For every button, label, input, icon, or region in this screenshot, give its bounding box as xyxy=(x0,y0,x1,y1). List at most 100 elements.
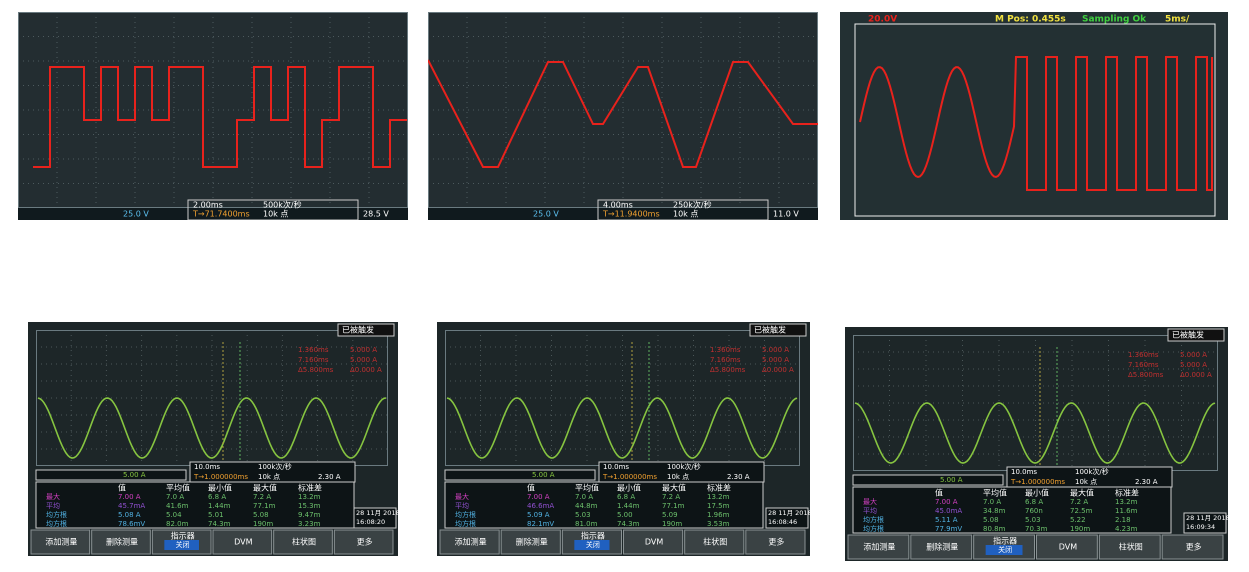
table-cell: 46.6mA xyxy=(527,502,554,510)
trigger-position: T→1.000000ms xyxy=(602,473,657,481)
table-cell: 17.5m xyxy=(707,502,730,510)
table-cell: 15.3m xyxy=(298,502,321,510)
menu-button[interactable] xyxy=(273,529,333,555)
menu-button[interactable] xyxy=(910,534,973,560)
cursor-time: 7.160ms xyxy=(1128,361,1159,369)
time: 16:08:20 xyxy=(356,518,385,526)
state-badge xyxy=(164,540,199,550)
menu-button[interactable] xyxy=(439,529,500,555)
menu-button-label: 添加测量 xyxy=(45,537,77,547)
table-cell: 11.6m xyxy=(1115,507,1138,515)
timebase: 10.0ms xyxy=(194,463,220,471)
table-header: 标准差 xyxy=(707,483,731,493)
table-cell: 80.8m xyxy=(983,525,1006,533)
menu-button[interactable] xyxy=(333,529,394,555)
cursor-time: Δ5.800ms xyxy=(1128,371,1164,379)
waveform xyxy=(446,397,798,459)
table-cell: 最大 xyxy=(455,492,469,501)
channel-scale: 25.0 V xyxy=(123,210,149,219)
table-cell: 13.2m xyxy=(298,493,321,501)
table-cell: 34.8m xyxy=(983,507,1006,515)
table-cell: 4.23m xyxy=(1115,525,1138,533)
trigger-status: 已被触发 xyxy=(754,325,786,335)
table-cell: 3.23m xyxy=(298,520,321,528)
table-cell: 1.96m xyxy=(707,511,730,519)
table-header: 平均值 xyxy=(166,483,190,493)
record-points: 10k 点 xyxy=(258,473,280,481)
menu-button-label: 柱状图 xyxy=(292,537,316,547)
time: 16:09:34 xyxy=(1186,523,1215,531)
menu-button-label: DVM xyxy=(1059,543,1077,552)
menu-button-label: 指示器 xyxy=(993,536,1017,546)
cursor-value: 5.000 A xyxy=(762,346,789,354)
sample-rate: 250k次/秒 xyxy=(673,200,712,210)
table-cell: 190m xyxy=(1070,525,1090,533)
cursor-time: 1.360ms xyxy=(1128,351,1159,359)
date: 28 11月 2018 xyxy=(768,509,810,517)
menu-button[interactable] xyxy=(684,529,745,555)
cursor-time: 7.160ms xyxy=(710,356,741,364)
date: 28 11月 2018 xyxy=(1186,514,1228,522)
table-cell: 7.0 A xyxy=(575,493,593,501)
menu-button[interactable] xyxy=(745,529,806,555)
table-cell: 7.00 A xyxy=(118,493,141,501)
menu-button-label: DVM xyxy=(234,538,252,547)
table-cell: 5.11 A xyxy=(935,516,958,524)
channel-scale: 5.00 A xyxy=(123,471,146,479)
menu-button[interactable] xyxy=(91,529,151,555)
table-cell: 44.8m xyxy=(575,502,598,510)
plot-border xyxy=(18,12,408,208)
menu-button[interactable] xyxy=(623,529,684,555)
cursor-time: 1.360ms xyxy=(710,346,741,354)
table-cell: 1.44m xyxy=(617,502,640,510)
table-cell: 最大 xyxy=(46,492,60,501)
scope-screen: 4.00ms 250k次/秒 25.0 V T→11.9400ms 10k 点 11.0 … xyxy=(428,12,818,220)
scope-screen: 2.00ms 500k次/秒 25.0 V T→71.7400ms 10k 点 28.5 … xyxy=(18,12,408,220)
scope-screen: 20.0V M Pos: 0.455s Sampling Ok 5ms/ xyxy=(840,12,1228,220)
table-header: 值 xyxy=(935,488,943,498)
table-cell: 5.00 xyxy=(617,511,633,519)
channel-scale: 25.0 V xyxy=(533,210,559,219)
status-bar xyxy=(18,208,408,220)
measure-table xyxy=(852,486,1172,534)
record-points: 10k 点 xyxy=(263,210,288,219)
table-cell: 均方根 xyxy=(455,519,476,528)
table-cell: 7.0 A xyxy=(166,493,184,501)
cursor-value: 5.000 A xyxy=(350,346,377,354)
screen-bg xyxy=(18,12,408,220)
menu-button-label: 删除测量 xyxy=(106,537,138,547)
scope-screen: 已被触发 1.360ms 5.000 A 7.160ms 5.000 A Δ5.800ms… xyxy=(845,327,1228,561)
measure-table xyxy=(444,481,764,529)
cursor-value: Δ0.000 A xyxy=(350,366,382,374)
menu-button[interactable] xyxy=(1161,534,1224,560)
waveform xyxy=(428,59,818,168)
table-cell: 5.03 xyxy=(575,511,591,519)
menu-button[interactable] xyxy=(30,529,91,555)
cursor-value: Δ0.000 A xyxy=(762,366,794,374)
table-cell: 1.44m xyxy=(208,502,231,510)
table-cell: 均方根 xyxy=(455,510,476,519)
table-header: 值 xyxy=(118,483,126,493)
table-header: 标准差 xyxy=(298,483,322,493)
menu-button[interactable] xyxy=(500,529,561,555)
table-cell: 6.8 A xyxy=(1025,498,1043,506)
menu-button[interactable] xyxy=(847,534,910,560)
table-cell: 45.7mA xyxy=(118,502,145,510)
table-header: 最大值 xyxy=(1070,488,1094,498)
table-header: 值 xyxy=(527,483,535,493)
sample-rate: 100k次/秒 xyxy=(258,462,292,471)
timebase: 5ms/ xyxy=(1165,15,1190,25)
timebase: 10.0ms xyxy=(603,463,629,471)
trigger-level: 28.5 V xyxy=(363,210,389,219)
cursor-time: 7.160ms xyxy=(298,356,329,364)
table-cell: 13.2m xyxy=(1115,498,1138,506)
table-header: 最小值 xyxy=(1025,488,1049,498)
menu-button[interactable] xyxy=(1098,534,1161,560)
menu-button[interactable] xyxy=(212,529,273,555)
menu-button[interactable] xyxy=(1036,534,1098,560)
trigger-position: T→71.7400ms xyxy=(192,210,250,219)
timebase: 10.0ms xyxy=(1011,468,1037,476)
channel-scale: 20.0V xyxy=(868,15,897,25)
menu-button-label: DVM xyxy=(645,538,663,547)
